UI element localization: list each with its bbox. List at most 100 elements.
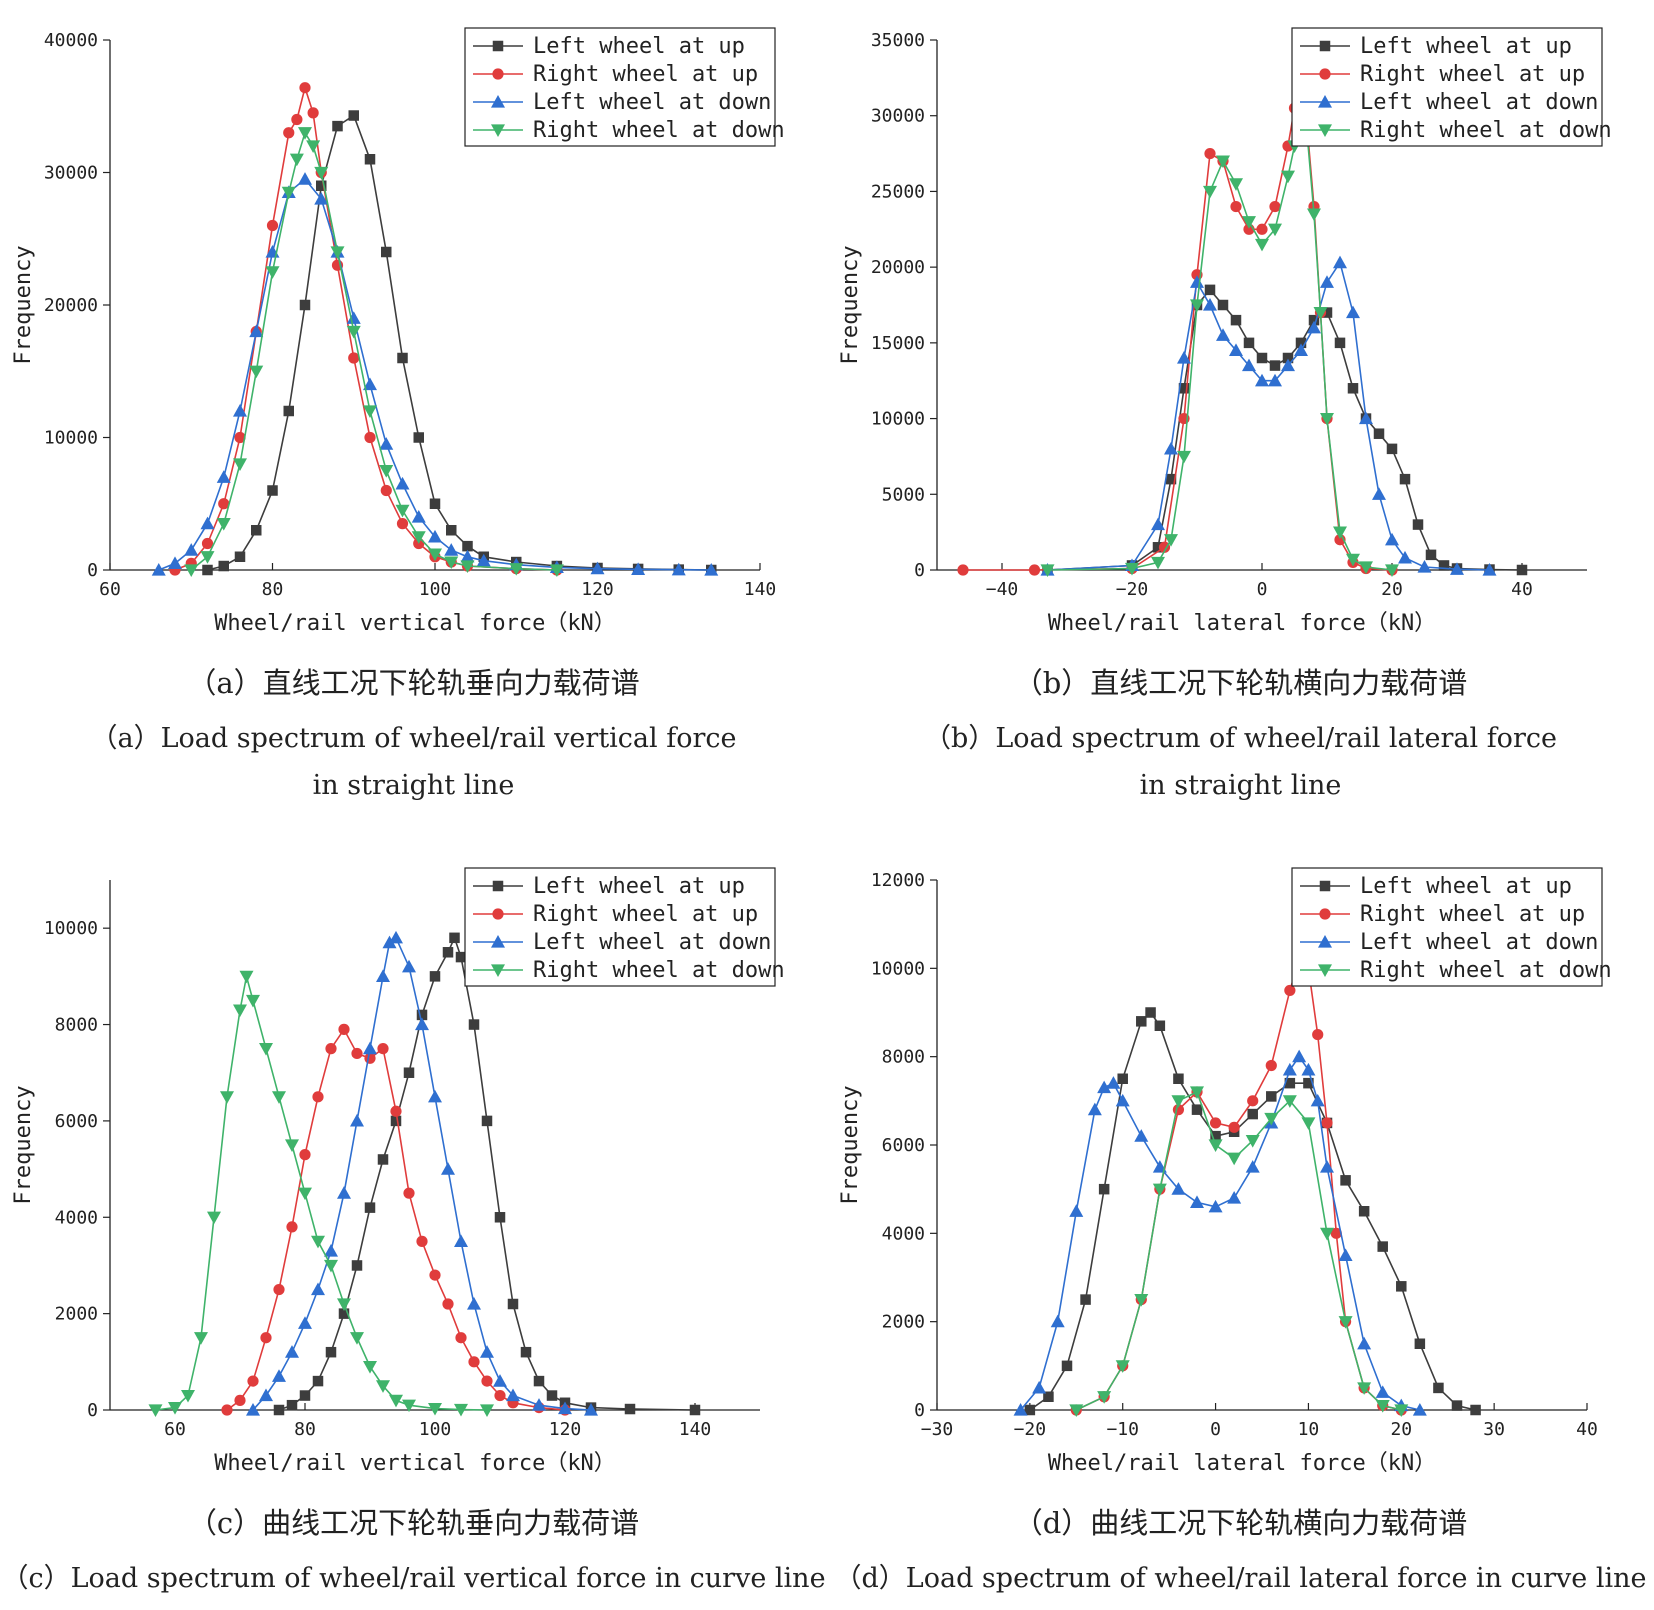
data-point — [1282, 1095, 1297, 1108]
data-point — [1247, 1095, 1259, 1107]
legend-box — [464, 27, 776, 147]
data-point — [1451, 1400, 1463, 1411]
data-point — [1164, 441, 1178, 455]
y-tick-label: 40000 — [44, 30, 98, 51]
data-point — [350, 1332, 364, 1345]
data-point — [364, 1202, 376, 1213]
data-point — [1394, 1404, 1409, 1417]
data-point — [272, 1091, 286, 1104]
series-left-up — [202, 110, 717, 576]
data-point — [1190, 1195, 1204, 1209]
caption-cn-a: （a）直线工况下轮轨垂向力载荷谱 — [187, 666, 640, 700]
data-point — [1134, 1293, 1149, 1307]
data-point — [428, 1402, 442, 1416]
legend: Left wheel at up Right wheel at up Left wh… — [1291, 867, 1612, 987]
data-point — [1357, 1336, 1372, 1350]
series-right-down — [184, 127, 564, 577]
data-point — [273, 1283, 285, 1296]
data-point — [428, 529, 442, 543]
data-point — [1307, 208, 1321, 222]
y-tick-label: 2000 — [55, 1304, 98, 1325]
data-point — [397, 352, 408, 364]
legend: Left wheel at up Right wheel at up Left wh… — [1291, 27, 1612, 147]
legend-label: Right wheel at down — [533, 958, 785, 983]
legend-label: Left wheel at down — [533, 90, 771, 115]
data-point — [381, 246, 392, 258]
x-tick-label: 30 — [1483, 1419, 1505, 1440]
chart-d: −30 −20 −10 0 10 20 30 40 0 2000 4000 6000 8000 10000… — [838, 867, 1612, 1476]
data-point — [462, 540, 473, 552]
data-point — [363, 405, 377, 418]
data-point — [168, 556, 182, 569]
data-point — [1171, 1095, 1186, 1108]
data-point — [1098, 1183, 1110, 1195]
data-point — [1117, 1073, 1128, 1084]
data-point — [1151, 556, 1165, 570]
data-point — [348, 110, 359, 121]
data-point — [351, 1260, 363, 1271]
data-point — [584, 1403, 598, 1416]
x-tick-label: −10 — [1106, 1419, 1139, 1440]
data-point — [1312, 1028, 1324, 1041]
data-point — [1151, 517, 1165, 531]
y-tick-label: 0 — [87, 560, 98, 581]
legend-label: Right wheel at up — [533, 902, 758, 927]
x-tick-label: 120 — [549, 1419, 582, 1440]
data-point — [1097, 1080, 1112, 1094]
series-line — [155, 976, 488, 1411]
data-point — [1340, 1175, 1351, 1186]
legend-box — [1291, 867, 1603, 987]
data-point — [285, 1345, 299, 1358]
data-point — [429, 498, 441, 509]
data-point — [249, 365, 264, 379]
y-tick-label: 20000 — [44, 295, 98, 316]
series-line — [1075, 1090, 1402, 1411]
data-point — [1313, 306, 1328, 320]
legend-box — [1291, 27, 1603, 147]
panel-d: −30 −20 −10 0 10 20 30 40 0 2000 4000 6000 8000 10000… — [827, 840, 1654, 1610]
y-tick-label: 30000 — [871, 106, 925, 127]
data-point — [590, 561, 605, 575]
legend-label: Left wheel at down — [533, 930, 771, 955]
data-point — [1396, 1281, 1407, 1292]
data-point — [1281, 358, 1295, 372]
data-point — [460, 549, 475, 563]
x-tick-label: 40 — [1576, 1419, 1598, 1440]
data-point — [1097, 1391, 1112, 1404]
series-left-down — [151, 172, 719, 576]
x-tick-label: 100 — [419, 579, 452, 600]
x-tick-label: 0 — [1257, 579, 1268, 600]
data-point — [1266, 1091, 1277, 1102]
data-point — [468, 1019, 480, 1030]
data-point — [376, 969, 390, 982]
data-point — [411, 510, 426, 523]
data-point — [395, 476, 410, 490]
data-point — [234, 1394, 246, 1406]
series-right-up — [957, 102, 1398, 576]
data-point — [389, 1394, 403, 1408]
data-point — [480, 1345, 494, 1358]
data-point — [1284, 1077, 1296, 1089]
data-point — [324, 1259, 338, 1273]
y-tick-label: 8000 — [882, 1047, 925, 1068]
data-point — [246, 994, 260, 1008]
data-point — [957, 564, 969, 576]
data-point — [446, 525, 457, 536]
data-point — [1227, 1191, 1242, 1204]
y-tick-label: 30000 — [44, 163, 98, 184]
data-point — [454, 1234, 468, 1247]
data-point — [346, 325, 361, 339]
data-point — [1216, 155, 1230, 169]
data-point — [1412, 1403, 1427, 1416]
data-point — [379, 437, 394, 450]
data-point — [316, 180, 327, 191]
series-line — [278, 935, 696, 1411]
data-point — [1069, 1404, 1084, 1417]
data-point — [200, 516, 215, 530]
data-point — [1190, 1086, 1204, 1099]
caption-en-a-line1: （a）Load spectrum of wheel/rail vertical … — [90, 723, 737, 754]
data-point — [1265, 1059, 1277, 1072]
y-tick-label: 5000 — [882, 484, 925, 505]
x-tick-label: −20 — [1116, 579, 1149, 600]
data-point — [671, 562, 686, 576]
